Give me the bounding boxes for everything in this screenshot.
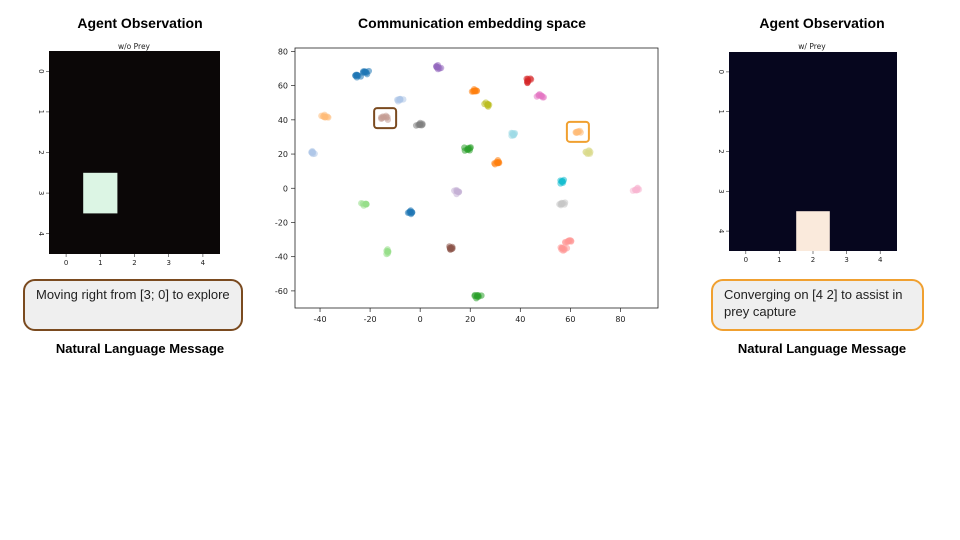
y-tick-label: 1: [37, 110, 45, 114]
y-tick-label: 40: [278, 116, 288, 125]
y-tick-label: 3: [717, 189, 725, 193]
y-tick-label: 1: [717, 109, 725, 113]
x-tick-label: 2: [132, 259, 136, 267]
scatter-point: [572, 129, 579, 136]
y-tick-label: 4: [717, 229, 725, 234]
x-tick-label: 1: [777, 256, 781, 264]
scatter-point: [435, 64, 442, 71]
left-plot-title: w/o Prey: [118, 42, 151, 51]
y-tick-label: 3: [37, 191, 45, 195]
scatter-point: [466, 144, 474, 152]
scatter-point: [354, 71, 361, 79]
scatter-point: [455, 189, 462, 196]
x-tick-label: 0: [418, 315, 423, 324]
scatter-point: [446, 244, 454, 252]
scatter-point: [559, 247, 567, 254]
x-tick-label: 3: [844, 256, 848, 264]
y-tick-label: 0: [717, 70, 725, 74]
scatter-point: [536, 90, 543, 98]
y-tick-label: 2: [37, 150, 45, 154]
right-message-text: Converging on [4 2] to assist in prey ca…: [724, 287, 903, 319]
y-tick-label: 20: [278, 150, 288, 159]
left-message-box: Moving right from [3; 0] to explore: [23, 279, 243, 331]
scatter-point: [559, 178, 566, 185]
x-tick-label: 1: [98, 259, 102, 267]
right-message-box: Converging on [4 2] to assist in prey ca…: [711, 279, 924, 331]
center-panel-title: Communication embedding space: [358, 15, 586, 31]
scatter-point: [562, 239, 569, 246]
right-message-label: Natural Language Message: [737, 341, 907, 356]
x-tick-label: 4: [201, 259, 206, 267]
y-tick-label: 80: [278, 47, 288, 56]
scatter-point: [577, 129, 584, 136]
scatter-point: [309, 150, 317, 158]
highlight-box: [565, 120, 590, 143]
x-tick-label: -40: [313, 315, 326, 324]
y-tick-label: 0: [37, 69, 45, 73]
left-agent-cell: [83, 172, 118, 214]
scatter-point: [379, 113, 387, 120]
left-message-label: Natural Language Message: [55, 341, 225, 356]
x-tick-label: 20: [465, 315, 475, 324]
scatter-point: [508, 129, 515, 137]
scatter-point: [485, 101, 493, 109]
left-grid-background: [49, 51, 220, 254]
scatter-point: [416, 121, 424, 128]
x-tick-label: 0: [744, 256, 748, 264]
scatter-point: [524, 79, 531, 87]
scatter-point: [582, 148, 589, 156]
scatter-point: [558, 200, 566, 208]
right-plot-title: w/ Prey: [798, 42, 826, 51]
x-tick-label: -20: [364, 315, 377, 324]
scatter-point: [384, 248, 391, 255]
y-tick-label: 60: [278, 82, 288, 91]
x-tick-label: 60: [565, 315, 575, 324]
left-message-text: Moving right from [3; 0] to explore: [36, 287, 230, 302]
x-tick-label: 80: [615, 315, 625, 324]
right-agent-cell: [796, 211, 830, 251]
x-tick-label: 4: [878, 256, 883, 264]
y-tick-label: -40: [275, 253, 288, 262]
scatter-point: [394, 98, 402, 105]
scatter-point: [495, 159, 503, 167]
scatter-point: [472, 87, 479, 94]
scatter-point: [473, 295, 480, 302]
y-tick-label: 4: [37, 231, 45, 236]
x-tick-label: 3: [166, 259, 170, 267]
x-tick-label: 0: [64, 259, 68, 267]
y-tick-label: -60: [275, 287, 288, 296]
x-tick-label: 40: [515, 315, 525, 324]
scatter-point: [400, 96, 407, 103]
highlight-box: [373, 107, 398, 130]
y-tick-label: 2: [717, 149, 725, 153]
left-panel-title: Agent Observation: [77, 15, 203, 31]
scatter-point: [360, 202, 367, 209]
y-tick-label: -20: [275, 218, 288, 227]
scatter-point: [360, 68, 368, 76]
x-tick-label: 2: [811, 256, 815, 264]
scatter-point: [634, 185, 641, 192]
scatter-point: [404, 209, 412, 216]
right-panel-title: Agent Observation: [759, 15, 885, 31]
y-tick-label: 0: [283, 184, 288, 193]
scatter-point: [320, 113, 327, 120]
